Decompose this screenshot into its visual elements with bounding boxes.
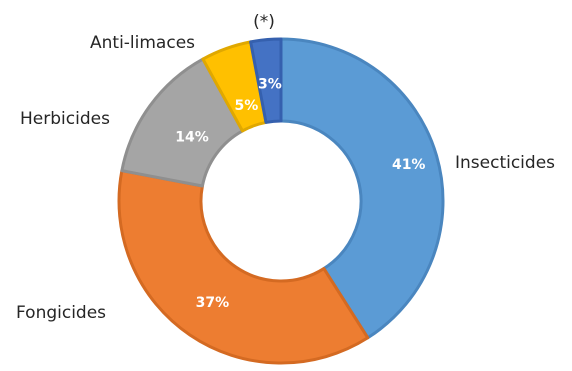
category-label-fongicides: Fongicides: [16, 303, 106, 323]
donut-slices: [117, 37, 445, 365]
category-labels: Insecticides Fongicides Herbicides Anti-lim…: [16, 12, 555, 323]
category-label-other: (*): [253, 12, 275, 32]
slice-fongicides: [117, 169, 370, 365]
category-label-anti-limaces: Anti-limaces: [90, 33, 195, 53]
slice-insecticides: [279, 37, 445, 340]
pct-label-fongicides: 37%: [196, 295, 230, 311]
pct-label-insecticides: 41%: [392, 157, 426, 173]
category-label-insecticides: Insecticides: [455, 153, 555, 173]
pct-label-other: 3%: [258, 77, 282, 93]
pct-label-herbicides: 14%: [175, 129, 209, 145]
slice-other: [249, 37, 283, 124]
pct-label-anti-limaces: 5%: [235, 98, 259, 114]
category-label-herbicides: Herbicides: [20, 109, 110, 129]
percentage-labels: 41% 37% 14% 5% 3%: [175, 77, 425, 311]
